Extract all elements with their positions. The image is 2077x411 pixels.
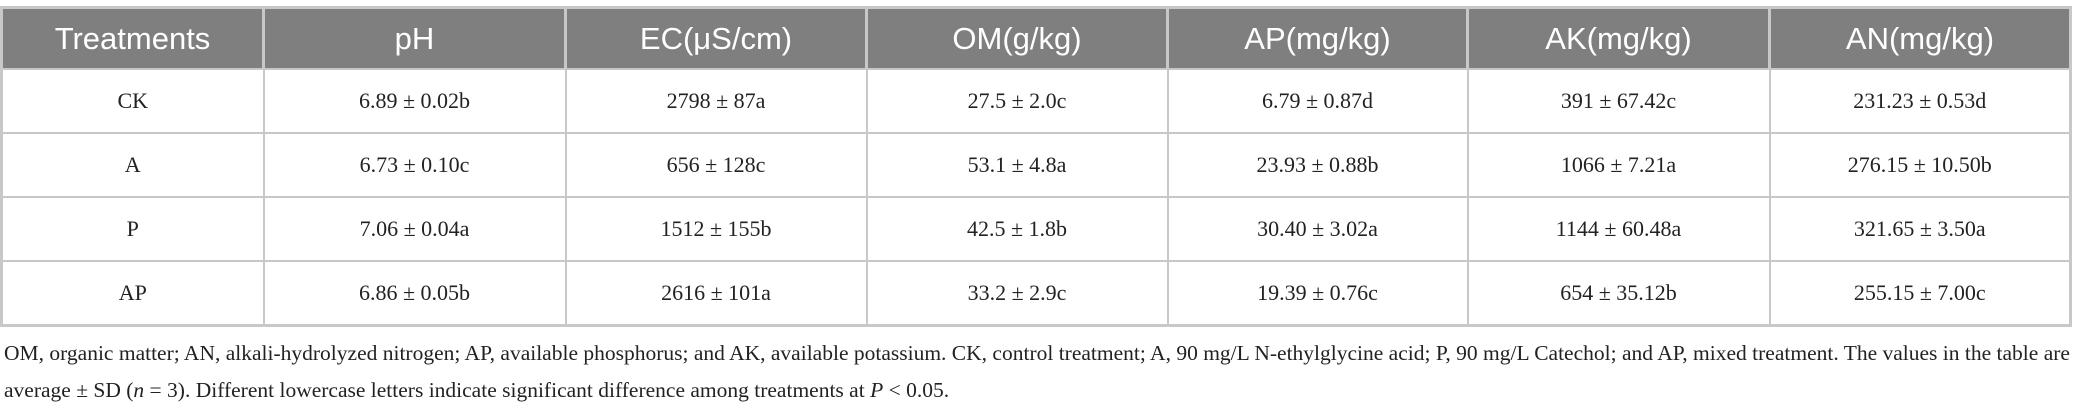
value-cell: 1066 ± 7.21a [1466,132,1771,198]
table-row: P 7.06 ± 0.04a 1512 ± 155b 42.5 ± 1.8b 30.40… [0,196,2072,262]
italic-symbol: P [870,378,884,402]
treatment-cell: P [0,196,265,262]
header-row: Treatments pH EC(μS/cm) OM(g/kg) AP(mg/kg) AK… [0,7,2071,69]
treatment-cell: AP [0,260,265,327]
header-cell: AN(mg/kg) [1768,7,2071,69]
value-cell: 1512 ± 155b [564,196,868,262]
value-cell: 656 ± 128c [564,132,868,198]
footnote: OM, organic matter; AN, alkali-hydrolyze… [4,335,2070,409]
value-cell: 321.65 ± 3.50a [1768,196,2072,262]
value-cell: 30.40 ± 3.02a [1166,196,1469,262]
value-cell: 33.2 ± 2.9c [865,260,1169,327]
value-cell: 654 ± 35.12b [1466,260,1771,327]
value-cell: 2616 ± 101a [564,260,868,327]
header-cell: AK(mg/kg) [1466,7,1770,69]
value-cell: 6.73 ± 0.10c [262,132,567,198]
value-cell: 53.1 ± 4.8a [865,132,1169,198]
table-row: AP 6.86 ± 0.05b 2616 ± 101a 33.2 ± 2.9c 19.3… [0,260,2072,327]
value-cell: 231.23 ± 0.53d [1768,68,2072,134]
data-table: Treatments pH EC(μS/cm) OM(g/kg) AP(mg/kg) AK… [0,6,2072,327]
italic-symbol: n [133,378,145,402]
header-cell: Treatments [0,7,264,69]
value-cell: 27.5 ± 2.0c [865,68,1169,134]
value-cell: 7.06 ± 0.04a [262,196,567,262]
footnote-text: < 0.05. [883,378,950,402]
value-cell: 19.39 ± 0.76c [1166,260,1469,327]
treatment-cell: A [0,132,265,198]
value-cell: 6.89 ± 0.02b [262,68,567,134]
value-cell: 42.5 ± 1.8b [865,196,1169,262]
table-row: A 6.73 ± 0.10c 656 ± 128c 53.1 ± 4.8a 23.93 … [0,132,2072,198]
footnote-text: = 3). Different lowercase letters indica… [144,378,871,402]
header-cell: OM(g/kg) [865,7,1168,69]
treatment-cell: CK [0,68,265,134]
footnote-text: OM, organic matter; AN, alkali-hydrolyze… [4,341,2070,402]
header-cell: AP(mg/kg) [1166,7,1468,69]
value-cell: 6.86 ± 0.05b [262,260,567,327]
value-cell: 2798 ± 87a [564,68,868,134]
header-cell: EC(μS/cm) [564,7,867,69]
value-cell: 23.93 ± 0.88b [1166,132,1469,198]
value-cell: 1144 ± 60.48a [1466,196,1771,262]
value-cell: 255.15 ± 7.00c [1768,260,2072,327]
value-cell: 276.15 ± 10.50b [1768,132,2072,198]
value-cell: 6.79 ± 0.87d [1166,68,1469,134]
header-cell: pH [262,7,566,69]
table-body: CK 6.89 ± 0.02b 2798 ± 87a 27.5 ± 2.0c 6.79 … [0,68,2072,327]
value-cell: 391 ± 67.42c [1466,68,1771,134]
table-row: CK 6.89 ± 0.02b 2798 ± 87a 27.5 ± 2.0c 6.79 … [0,68,2072,134]
